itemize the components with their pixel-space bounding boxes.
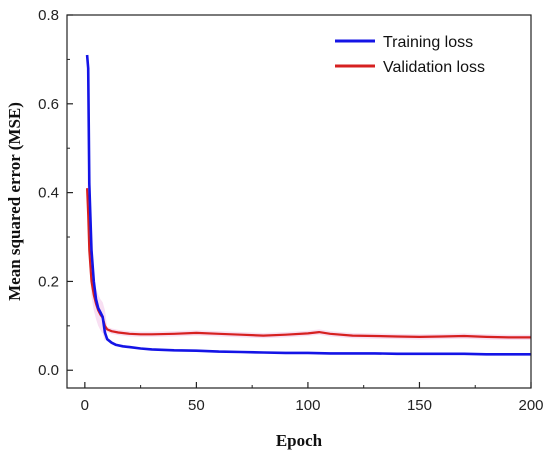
series-line-training-loss [85, 54, 531, 356]
y-axis-title: Mean squared error (MSE) [5, 102, 24, 301]
legend: Training loss Validation loss [335, 34, 485, 76]
plot-area [67, 15, 532, 388]
axes: 0 50 100 150 200 0.0 0.2 0.4 0.6 0.8 [38, 7, 543, 414]
legend-label-validation-loss: Validation loss [383, 59, 485, 76]
plot-background [67, 15, 531, 388]
series-lines [85, 54, 531, 356]
y-tick-label: 0.0 [38, 362, 59, 379]
y-tick-label: 0.6 [38, 96, 59, 113]
x-tick-label: 150 [407, 397, 432, 414]
x-tick-label: 100 [295, 397, 320, 414]
y-tick-label: 0.2 [38, 273, 59, 290]
y-tick-label: 0.8 [38, 7, 59, 24]
x-tick-label: 200 [518, 397, 543, 414]
x-axis-title: Epoch [276, 431, 323, 450]
x-tick-label: 50 [188, 397, 205, 414]
plot-frame [66, 14, 532, 389]
y-tick-label: 0.4 [38, 185, 59, 202]
legend-label-training-loss: Training loss [383, 34, 473, 51]
x-tick-label: 0 [81, 397, 89, 414]
